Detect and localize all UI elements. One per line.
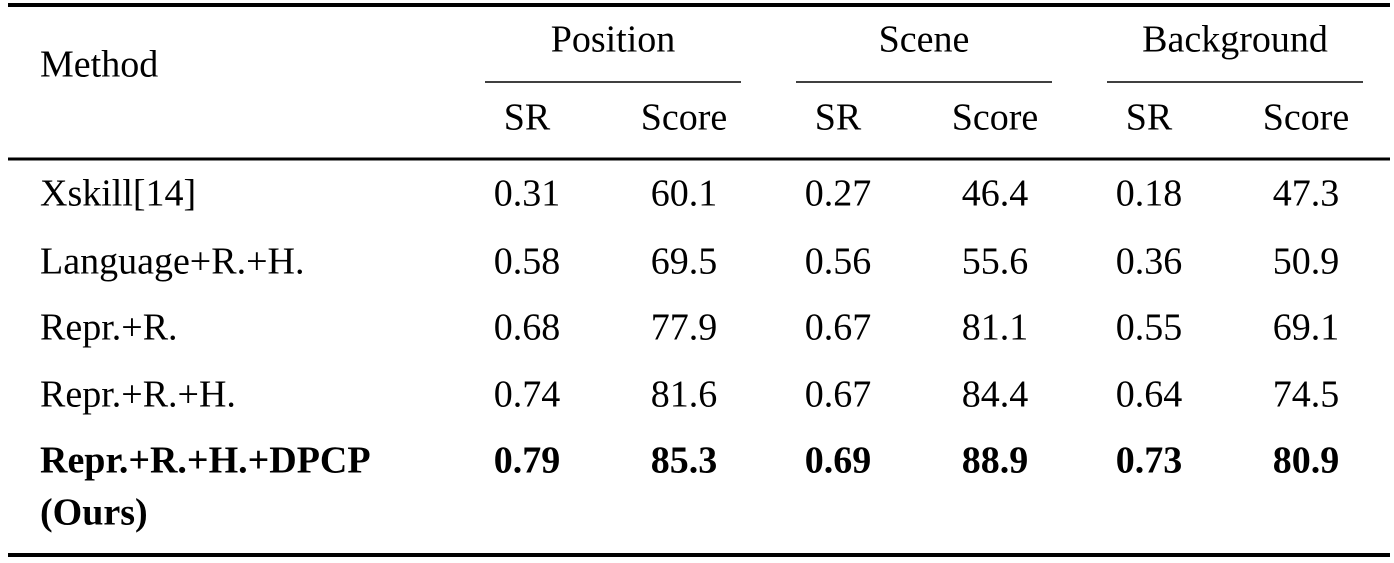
cell-value: 0.36 [1116, 241, 1183, 283]
cell-value: 47.3 [1273, 173, 1340, 215]
cell-value: 0.74 [494, 374, 561, 416]
cell-value: 0.69 [805, 440, 872, 482]
cell-value: 77.9 [651, 307, 718, 349]
cell-value: 55.6 [962, 241, 1029, 283]
cell-value: 81.6 [651, 374, 718, 416]
method-name: Repr.+R.+H. [40, 374, 236, 416]
cell-value: 0.18 [1116, 173, 1183, 215]
column-header: Score [952, 97, 1039, 139]
cell-value: 0.73 [1116, 440, 1183, 482]
cell-value: 74.5 [1273, 374, 1340, 416]
column-header: SR [815, 97, 862, 139]
method-name: Language+R.+H. [40, 241, 304, 283]
cell-value: 69.1 [1273, 307, 1340, 349]
column-header: SR [504, 97, 551, 139]
cell-value: 84.4 [962, 374, 1029, 416]
cell-value: 0.79 [494, 440, 561, 482]
method-header: Method [40, 44, 158, 86]
cell-value: 0.64 [1116, 374, 1183, 416]
cell-value: 60.1 [651, 173, 718, 215]
cell-value: 69.5 [651, 241, 718, 283]
cell-value: 0.27 [805, 173, 872, 215]
cell-value: 0.56 [805, 241, 872, 283]
cell-value: 0.67 [805, 307, 872, 349]
method-name: Repr.+R.+H.+DPCP [40, 440, 371, 482]
method-name: Xskill[14] [40, 173, 196, 215]
column-header: Score [1263, 97, 1350, 139]
group-header: Scene [879, 19, 970, 61]
cell-value: 81.1 [962, 307, 1029, 349]
column-header: SR [1126, 97, 1173, 139]
method-name: Repr.+R. [40, 307, 178, 349]
cell-value: 88.9 [962, 440, 1029, 482]
cell-value: 0.58 [494, 241, 561, 283]
cell-value: 0.31 [494, 173, 561, 215]
group-header: Position [551, 19, 676, 61]
cell-value: 85.3 [651, 440, 718, 482]
cell-value: 80.9 [1273, 440, 1340, 482]
cell-value: 0.67 [805, 374, 872, 416]
cell-value: 46.4 [962, 173, 1029, 215]
column-header: Score [641, 97, 728, 139]
method-name: (Ours) [40, 492, 148, 534]
cell-value: 0.55 [1116, 307, 1183, 349]
cell-value: 0.68 [494, 307, 561, 349]
cell-value: 50.9 [1273, 241, 1340, 283]
group-header: Background [1142, 19, 1328, 61]
